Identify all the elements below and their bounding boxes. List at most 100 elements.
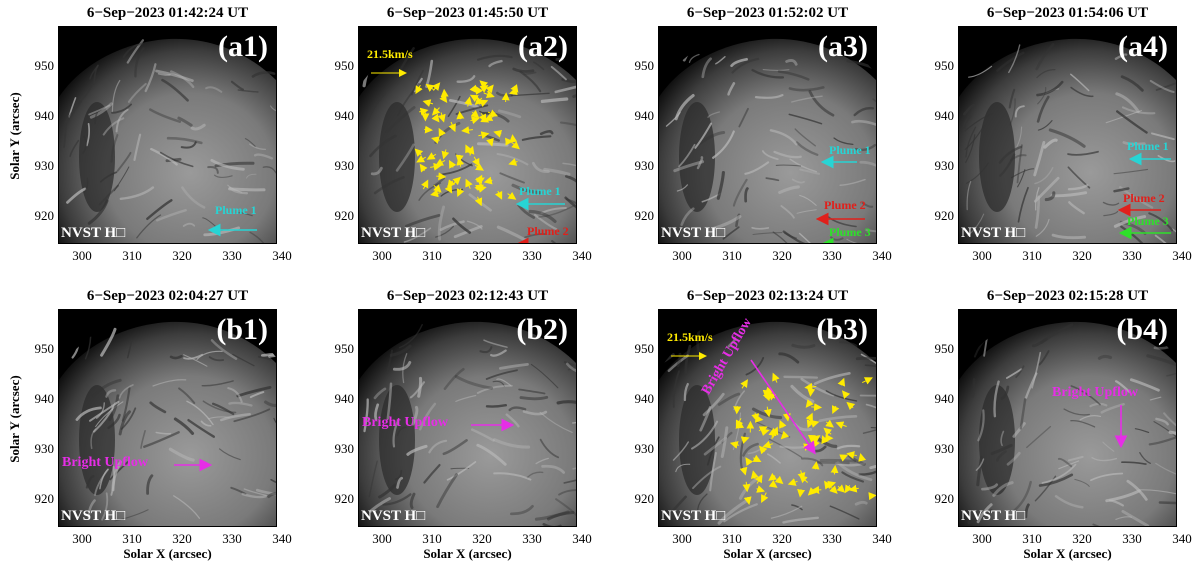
y-tick-label: 950	[634, 341, 655, 356]
x-tick-label: 340	[1172, 248, 1192, 263]
velocity-vector	[479, 84, 489, 93]
x-tick-label: 310	[122, 531, 142, 546]
velocity-vector	[461, 126, 473, 135]
velocity-vector	[829, 485, 838, 494]
velocity-vector	[493, 129, 503, 138]
velocity-vector	[767, 392, 777, 401]
velocity-vector	[508, 158, 518, 166]
velocity-vector	[465, 178, 473, 189]
bright-upflow-label: Bright Upflow	[62, 455, 148, 470]
x-tick-label: 330	[522, 248, 542, 263]
annotation-overlay	[471, 418, 515, 432]
velocity-vector	[425, 83, 435, 92]
velocity-vector	[455, 154, 464, 163]
velocity-vector	[758, 426, 768, 434]
panel-label: (b1)	[216, 313, 268, 346]
velocity-vector	[848, 484, 859, 493]
y-tick-label: 940	[934, 391, 955, 406]
velocity-vector	[846, 451, 857, 459]
x-axis-label: Solar X (arcsec)	[123, 546, 212, 561]
plume1-label: Plume 1	[519, 184, 561, 198]
velocity-vector	[426, 152, 437, 160]
velocity-vector	[754, 414, 764, 423]
x-tick-label: 320	[172, 531, 192, 546]
velocity-vector	[483, 176, 493, 185]
y-tick-label: 930	[334, 158, 355, 173]
plume1-label: Plume 1	[215, 203, 257, 217]
bright-upflow-arrow	[750, 359, 816, 455]
velocity-vector	[478, 131, 490, 140]
velocity-vector	[751, 412, 760, 422]
x-tick-label: 340	[572, 531, 592, 546]
x-tick-label: 340	[272, 248, 292, 263]
y-tick-label: 920	[634, 491, 655, 506]
velocity-vector	[474, 96, 484, 106]
y-axis-label: Solar Y (arcsec)	[7, 375, 22, 463]
annotation-overlay	[207, 223, 257, 237]
x-tick-label: 340	[872, 531, 892, 546]
velocity-vector	[448, 121, 456, 133]
x-tick-label: 330	[822, 531, 842, 546]
velocity-vector	[735, 421, 745, 429]
velocity-vector	[437, 112, 446, 123]
panel-title: 6−Sep−2023 02:15:28 UT	[986, 288, 1149, 304]
velocity-vector	[430, 189, 441, 198]
halpha-image	[359, 310, 576, 526]
velocity-vector	[447, 179, 456, 189]
velocity-vector	[421, 179, 429, 190]
y-tick-label: 920	[934, 491, 955, 506]
velocity-vector	[762, 389, 771, 399]
annotation-overlay	[174, 458, 213, 472]
y-tick-label: 950	[334, 58, 355, 73]
panel-title: 6−Sep−2023 01:54:06 UT	[986, 5, 1149, 21]
velocity-vector	[472, 156, 480, 167]
annotation-overlay	[1117, 152, 1171, 240]
y-tick-label: 930	[934, 158, 955, 173]
x-tick-label: 320	[1072, 248, 1092, 263]
velocity-vector	[761, 492, 769, 503]
y-tick-label: 940	[634, 391, 655, 406]
panel-title: 6−Sep−2023 01:45:50 UT	[386, 5, 549, 21]
plume2-label: Plume 2	[824, 198, 866, 212]
velocity-vector	[831, 405, 840, 415]
velocity-vector	[474, 196, 483, 207]
solar-image: Bright Upflow (b4) NVST H□	[958, 309, 1177, 527]
panel-a2: 6−Sep−2023 01:45:50 UT 21.5km/s Plume 1 Plu…	[300, 0, 600, 283]
velocity-vector	[438, 127, 446, 137]
velocity-vector	[758, 445, 768, 455]
velocity-vector	[846, 401, 856, 411]
velocity-vector	[805, 399, 814, 408]
velocity-vector	[780, 430, 790, 440]
solar-image: 21.5km/s Bright Upflow (b3) NVST H□	[658, 309, 877, 527]
velocity-vector	[508, 87, 518, 96]
y-tick-label: 940	[934, 108, 955, 123]
solar-image: Bright Upflow (b2) NVST H□	[358, 309, 577, 527]
y-tick-label: 940	[334, 108, 355, 123]
annotation-overlay	[815, 155, 865, 243]
velocity-vector	[807, 487, 817, 496]
velocity-vector	[811, 485, 822, 494]
panel-a4: 6−Sep−2023 01:54:06 UT Plume 1 Plume 2 Plum…	[900, 0, 1200, 283]
instrument-label: NVST H□	[961, 225, 1026, 241]
disk-region	[659, 321, 876, 526]
velocity-vector	[501, 92, 510, 103]
velocity-vector	[760, 428, 770, 437]
panel-a1: 6−Sep−2023 01:42:24 UT Plume 1 (a1) NVST H□…	[0, 0, 300, 283]
solar-image: Plume 1 (a1) NVST H□	[58, 26, 277, 244]
y-tick-label: 940	[34, 391, 55, 406]
velocity-vector	[452, 176, 461, 186]
annotation-overlay	[371, 69, 565, 243]
y-tick-label: 920	[634, 208, 655, 223]
x-tick-label: 320	[772, 531, 792, 546]
velocity-vector	[762, 440, 773, 449]
velocity-vector	[837, 377, 846, 387]
velocity-vector	[768, 472, 778, 481]
x-axis-label: Solar X (arcsec)	[723, 546, 812, 561]
velocity-vector	[742, 481, 751, 493]
panel-title: 6−Sep−2023 01:42:24 UT	[86, 5, 249, 21]
halpha-image	[59, 27, 276, 243]
velocity-vector	[827, 481, 837, 489]
x-tick-label: 300	[372, 531, 392, 546]
x-tick-label: 330	[222, 531, 242, 546]
plume3-label: Plume 3	[829, 225, 871, 239]
